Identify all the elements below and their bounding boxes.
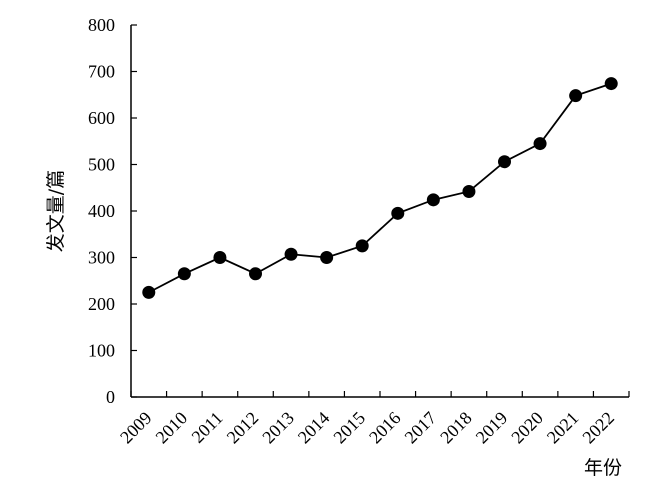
y-tick-label: 800 [88, 15, 115, 35]
data-point [462, 184, 476, 198]
y-tick-label: 0 [106, 387, 115, 407]
x-tick-label: 2015 [329, 408, 369, 448]
x-tick-label: 2021 [543, 408, 583, 448]
data-point [249, 267, 262, 281]
y-tick-label: 700 [88, 62, 115, 82]
x-tick-label: 2018 [436, 408, 476, 448]
y-tick-label: 200 [88, 294, 115, 314]
data-point [142, 285, 156, 299]
y-ticks: 0 100 200 300 400 500 600 700 800 [88, 15, 137, 407]
x-tick-label: 2020 [507, 408, 547, 448]
data-point [604, 77, 618, 91]
x-tick-label: 2017 [401, 408, 441, 448]
y-tick-label: 300 [88, 248, 115, 268]
y-tick-label: 400 [88, 201, 115, 221]
x-tick-label: 2013 [258, 408, 298, 448]
data-point [213, 251, 227, 264]
y-axis: 0 100 200 300 400 500 600 700 800 [88, 15, 137, 407]
x-tick-label: 2019 [472, 408, 512, 448]
x-tick-label: 2010 [152, 408, 192, 448]
y-tick-label: 600 [88, 108, 115, 128]
data-point [391, 206, 405, 220]
x-tick-label: 2014 [294, 408, 334, 448]
data-point [426, 193, 440, 207]
x-tick-label: 2012 [223, 408, 263, 448]
data-point [569, 89, 583, 103]
series-line [148, 82, 612, 294]
x-tick-label: 2009 [116, 408, 156, 448]
data-point [533, 137, 547, 151]
data-point [284, 247, 298, 261]
x-axis: 2009201020112012201320142015201620172018… [116, 391, 630, 448]
y-tick-label: 500 [88, 155, 115, 175]
data-point [320, 251, 334, 264]
x-tick-label: 2016 [365, 408, 405, 448]
x-tick-label: 2011 [188, 408, 227, 447]
series-layer [142, 77, 618, 299]
x-tick-label: 2022 [578, 408, 618, 448]
y-axis-title: 发文量/篇 [45, 170, 67, 252]
x-axis-title: 年份 [584, 457, 622, 479]
data-point [177, 267, 191, 281]
data-point [498, 155, 511, 169]
x-ticks: 2009201020112012201320142015201620172018… [116, 391, 630, 448]
data-point [355, 239, 369, 253]
y-tick-label: 100 [88, 341, 115, 361]
